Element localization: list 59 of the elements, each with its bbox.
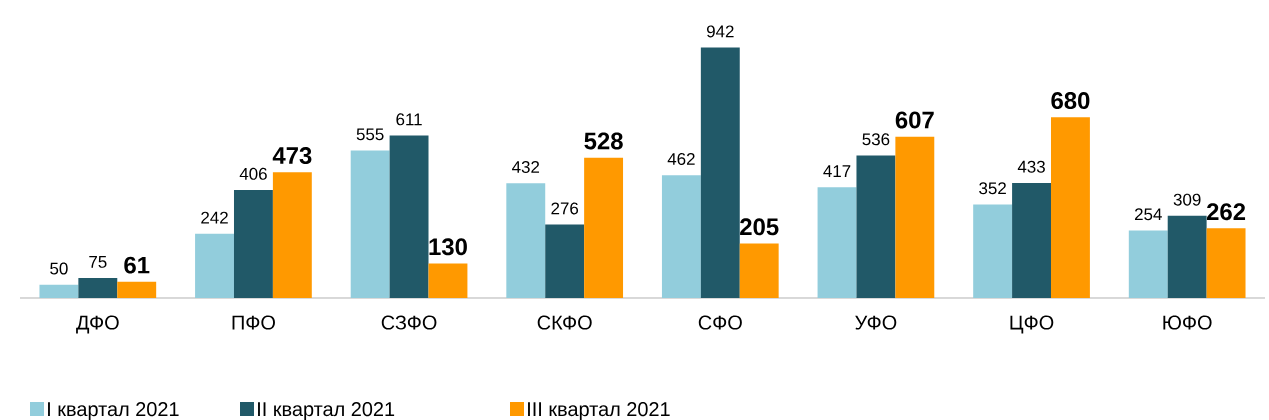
x-tick-label: СФО	[698, 315, 742, 330]
bar	[195, 233, 234, 298]
bar	[1206, 228, 1246, 298]
data-label: 433	[1017, 160, 1045, 173]
x-tick-label: СКФО	[537, 315, 592, 330]
data-label: 942	[706, 25, 734, 38]
bar	[389, 135, 429, 298]
data-label: 528	[584, 132, 623, 150]
bar	[117, 281, 157, 298]
bar	[233, 190, 273, 298]
bar	[545, 224, 585, 298]
bar	[973, 204, 1013, 298]
bar	[739, 243, 779, 298]
bar	[856, 155, 896, 298]
x-tick-label: ЮФО	[1163, 315, 1212, 330]
data-label: 50	[50, 262, 68, 275]
x-tick-label: СЗФО	[381, 315, 437, 330]
data-label: 276	[551, 202, 579, 215]
bar	[272, 172, 312, 298]
bar	[661, 175, 701, 298]
bar	[700, 47, 740, 298]
data-label: 462	[667, 152, 695, 165]
legend-label: II квартал 2021	[258, 402, 395, 420]
legend-label: III квартал 2021	[528, 402, 670, 420]
legend-label: I квартал 2021	[48, 402, 179, 420]
data-label: 432	[512, 160, 540, 173]
bar	[1051, 117, 1090, 298]
data-label: 262	[1206, 203, 1246, 221]
bar	[817, 187, 857, 298]
data-label: 205	[740, 218, 779, 236]
bar	[78, 277, 118, 298]
data-label: 536	[862, 133, 890, 146]
data-label: 473	[272, 147, 312, 164]
data-label: 242	[201, 211, 228, 224]
bar	[428, 263, 468, 298]
data-label: 680	[1051, 92, 1090, 109]
data-label: 607	[895, 111, 934, 129]
data-label: 309	[1173, 193, 1201, 206]
data-label: 254	[1134, 208, 1162, 221]
data-label: 130	[429, 238, 467, 256]
bar	[1167, 215, 1207, 298]
bar	[1012, 182, 1051, 298]
bar	[895, 136, 935, 298]
data-label: 352	[979, 182, 1006, 195]
x-tick-label: УФО	[855, 315, 897, 330]
bar	[506, 183, 546, 298]
data-label: 61	[124, 256, 150, 274]
data-label: 75	[89, 255, 107, 268]
bar	[39, 284, 79, 298]
x-tick-label: ПФО	[232, 315, 275, 330]
bar	[1128, 230, 1168, 298]
data-label: 611	[396, 113, 422, 126]
x-tick-label: ДФО	[76, 315, 119, 334]
data-label: 555	[356, 128, 384, 141]
bar	[584, 157, 624, 298]
bar	[350, 150, 390, 298]
data-label: 406	[239, 167, 267, 180]
x-tick-label: ЦФО	[1010, 315, 1054, 334]
data-label: 417	[823, 165, 851, 177]
